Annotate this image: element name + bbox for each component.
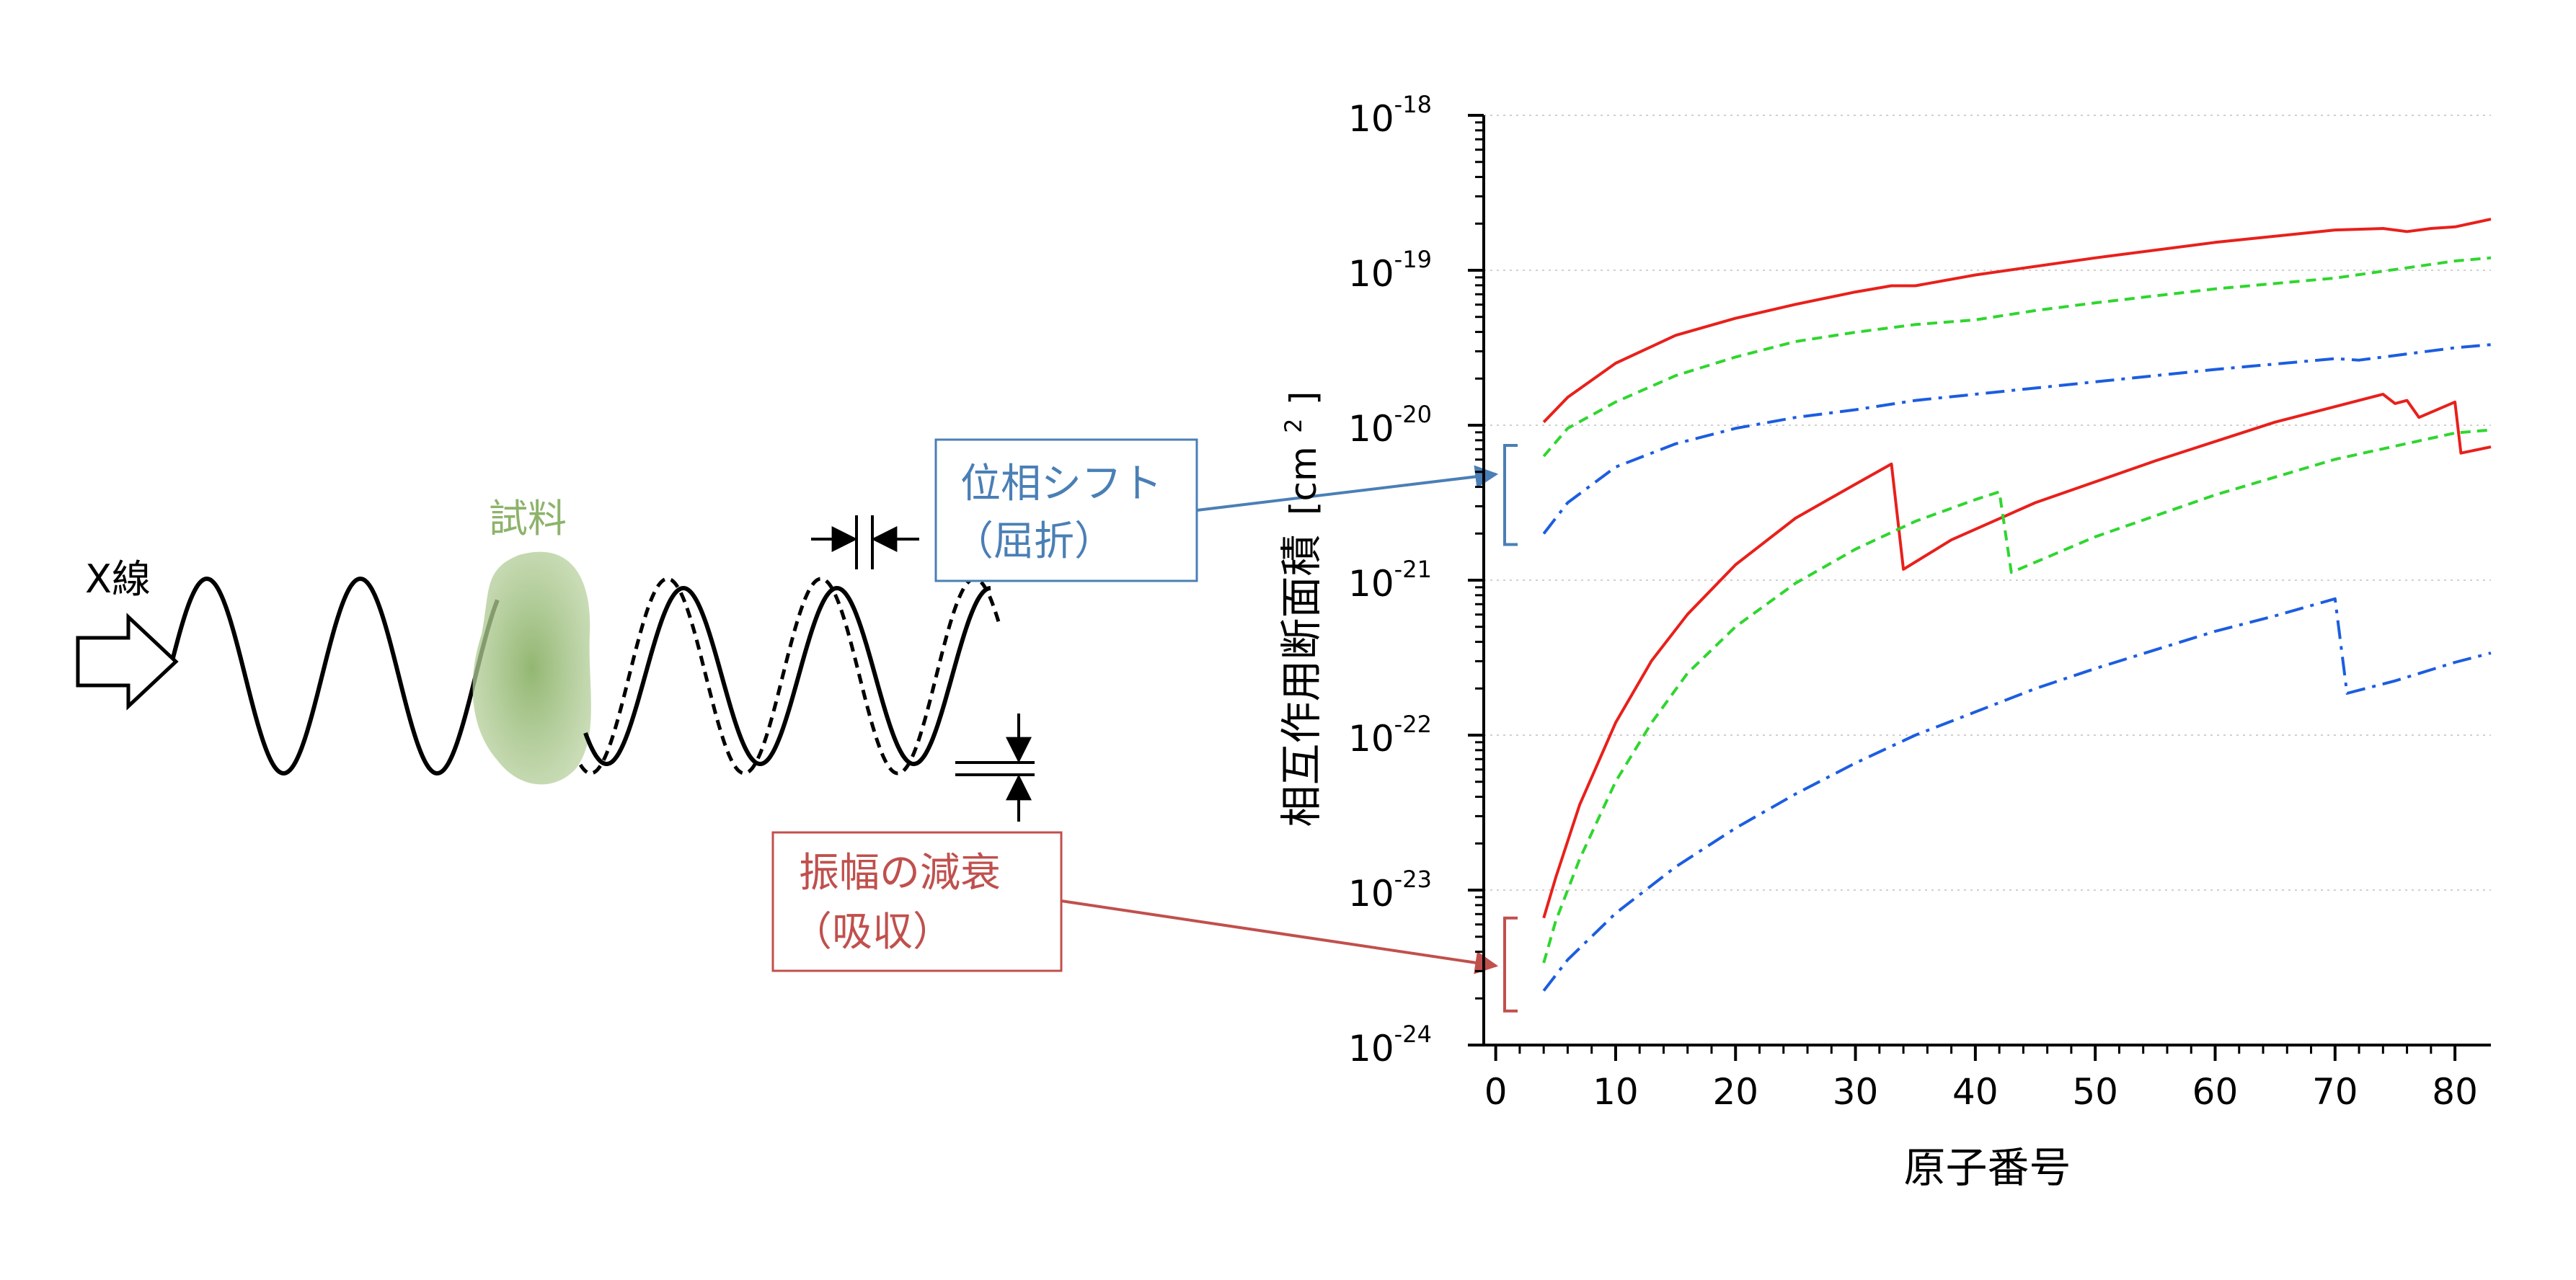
y-tick-exp: -19 [1394,246,1432,273]
series-line-absorption-dashdot [1542,597,2492,992]
y-tick-base: 10 [1348,873,1394,915]
phase-shift-line2: （屈折） [953,518,1115,565]
y-tick-base: 10 [1348,718,1394,760]
y-tick-label: 10-20 [1348,401,1432,450]
y-tick-label: 10-18 [1348,91,1432,140]
x-tick-label: 50 [2072,1071,2118,1113]
absorption-callout: 振幅の減衰 （吸収） [771,831,1499,974]
absorption-leader-line [1061,899,1499,974]
x-tick-label: 0 [1484,1071,1508,1113]
y-tick-exp: -24 [1394,1021,1432,1048]
incident-wave [171,576,500,776]
y-tick-base: 10 [1348,408,1394,450]
series-line-phase-dashed [1542,256,2492,458]
y-axis-unit: [cm [1283,446,1324,515]
y-tick-exp: -18 [1394,91,1432,118]
y-axis-unit-sup: 2 [1280,419,1307,433]
y-axis-unit-end: ] [1283,391,1324,406]
axes [1468,114,2491,1061]
x-tick-label: 80 [2432,1071,2478,1113]
grid-lines [1484,115,2491,891]
absorption-line1: 振幅の減衰 [799,850,1001,897]
absorption-range-bracket [1503,916,1518,1013]
phase-shift-marker [811,515,919,569]
x-tick-label: 40 [1952,1071,1999,1113]
y-tick-label: 10-23 [1348,866,1432,915]
series-layer [1542,218,2492,992]
series-line-absorption-solid [1542,393,2492,919]
x-tick-label: 10 [1593,1071,1639,1113]
x-axis-label: 原子番号 [1903,1143,2071,1192]
y-tick-exp: -21 [1394,556,1432,583]
y-tick-exp: -22 [1394,711,1432,738]
y-axis-label: 相互作用断面積 [cm 2 ] [1262,391,1326,827]
y-tick-base: 10 [1348,253,1394,295]
y-tick-label: 10-19 [1348,246,1432,295]
phase-leader-line [1196,465,1499,512]
xray-label: X線 [85,556,151,602]
phase-shift-line1: 位相シフト [960,461,1162,507]
x-tick-label: 20 [1712,1071,1758,1113]
y-tick-base: 10 [1348,1028,1394,1070]
y-tick-label: 10-22 [1348,711,1432,760]
y-tick-exp: -23 [1394,866,1432,893]
y-tick-label: 10-24 [1348,1021,1432,1070]
phase-range-bracket [1503,443,1518,546]
phase-shift-callout: 位相シフト （屈折） [934,438,1499,582]
y-tick-exp: -20 [1394,401,1432,428]
series-line-phase-solid [1542,218,2492,424]
x-tick-label: 70 [2312,1071,2358,1113]
y-tick-base: 10 [1348,563,1394,605]
reference-wave-dashed [578,577,1001,775]
xray-arrow-icon [76,613,179,711]
series-line-phase-dashdot [1542,343,2492,535]
x-tick-label: 60 [2192,1071,2239,1113]
y-axis-label-text: 相互作用断面積 [1277,534,1326,827]
transmitted-wave [583,585,991,767]
y-tick-label: 10-21 [1348,556,1432,605]
wave-diagram: X線 試料 位相シフト （屈折） [76,438,1499,974]
range-brackets [1503,443,1518,1013]
sample-label: 試料 [489,496,567,541]
absorption-line2: （吸収） [792,909,953,956]
x-tick-label: 30 [1833,1071,1879,1113]
sample-blob [472,551,591,785]
series-line-absorption-dashed [1542,428,2492,964]
y-tick-base: 10 [1348,98,1394,140]
amplitude-marker [955,714,1035,822]
